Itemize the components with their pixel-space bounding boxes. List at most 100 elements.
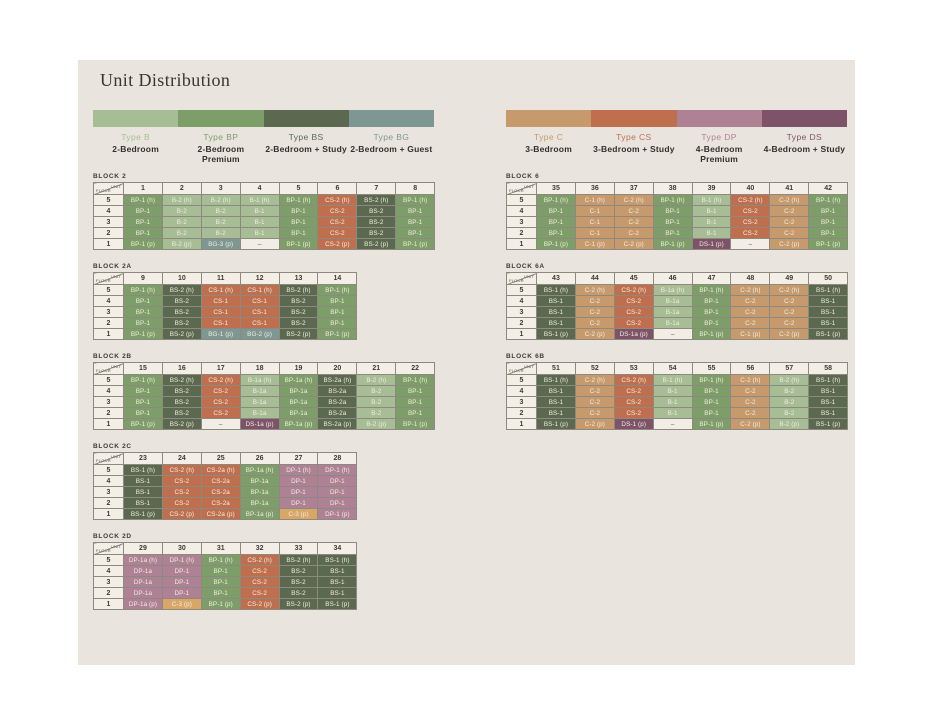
unit-cell: BP-1 (395, 385, 436, 397)
unit-number: 41 (769, 182, 810, 195)
unit-cell: BS-1 (536, 407, 576, 419)
unit-cell: DP-1 (h) (317, 464, 358, 476)
unit-cell: DS-1a (p) (613, 328, 654, 340)
legend-item-bg: Type BG 2-Bedroom + Guest (349, 127, 434, 164)
block-title: BLOCK 2C (93, 443, 132, 450)
floor-number: 2 (93, 227, 124, 239)
unit-cell: DS-1a (p) (239, 418, 280, 430)
unit-cell: BP-1a (p) (278, 418, 319, 430)
unit-table: UNIT FLOOR 1 2 3 4 5 6 7 8 5 BP-1 (h) B-2 (h) B-2 (h)… (93, 182, 436, 250)
unit-floor-corner: UNIT FLOOR (93, 182, 124, 195)
unit-cell: BP-1 (278, 205, 319, 217)
corner-unit-label: UNIT (110, 274, 121, 279)
unit-cell: CS-1 (239, 317, 280, 329)
unit-cell: BP-1 (p) (123, 328, 163, 340)
unit-cell: BP-1 (p) (200, 598, 241, 610)
unit-cell: BP-1 (691, 317, 732, 329)
unit-table: UNIT FLOOR 35 36 37 38 39 40 41 42 5 BP-1 (h) C-1 (h… (506, 182, 849, 250)
unit-number: 2 (161, 182, 202, 195)
unit-cell: BP-1 (808, 205, 849, 217)
unit-cell: BS-1 (p) (123, 508, 163, 520)
legend-swatch-bp (178, 110, 264, 127)
unit-table: UNIT FLOOR 15 16 17 18 19 20 21 22 5 BP-1 (h) BS-2 (… (93, 362, 436, 430)
unit-cell: BP-1 (395, 407, 436, 419)
unit-number: 24 (161, 452, 202, 465)
unit-cell: BP-1 (652, 227, 693, 239)
unit-number: 14 (317, 272, 358, 285)
unit-cell: B-2 (p) (769, 418, 810, 430)
unit-cell: BP-1 (395, 205, 436, 217)
unit-cell: BS-2 (h) (161, 374, 202, 386)
unit-cell: DP-1 (h) (161, 554, 202, 566)
corner-floor-label: FLOOR (509, 188, 524, 193)
unit-number: 28 (317, 452, 358, 465)
unit-cell: B-1 (h) (239, 194, 280, 206)
unit-cell: BP-1 (h) (123, 194, 163, 206)
unit-cell: CS-2a (200, 486, 241, 498)
legend-item-b: Type B 2-Bedroom (93, 127, 178, 164)
unit-cell: BG-1 (p) (200, 328, 241, 340)
unit-number: 30 (161, 542, 202, 555)
unit-cell: BS-1 (536, 295, 576, 307)
unit-cell: CS-2 (730, 227, 771, 239)
unit-cell: CS-2 (h) (613, 284, 654, 296)
unit-cell: CS-2 (200, 385, 241, 397)
unit-cell: B-2 (p) (161, 238, 202, 250)
unit-floor-corner: UNIT FLOOR (506, 272, 537, 285)
unit-cell: BS-1 (123, 497, 163, 509)
unit-cell: BS-2 (278, 317, 319, 329)
unit-cell: BP-1 (200, 565, 241, 577)
unit-number: 3 (200, 182, 241, 195)
unit-number: 18 (239, 362, 280, 375)
floor-number: 2 (93, 317, 124, 329)
unit-cell: C-2 (p) (574, 328, 615, 340)
unit-cell: DP-1a (p) (123, 598, 163, 610)
unit-floor-corner: UNIT FLOOR (93, 542, 124, 555)
legend-left: Type B 2-Bedroom Type BP 2-Bedroom Premium T… (93, 110, 434, 164)
block-title: BLOCK 2A (93, 263, 132, 270)
unit-cell: C-2 (574, 317, 615, 329)
unit-cell: C-2 (769, 205, 810, 217)
unit-number: 49 (769, 272, 810, 285)
unit-cell: – (200, 418, 241, 430)
unit-number: 51 (536, 362, 576, 375)
unit-cell: BS-2 (161, 407, 202, 419)
unit-cell: C-1 (574, 227, 615, 239)
unit-cell: DP-1 (278, 475, 319, 487)
unit-cell: CS-2 (613, 407, 654, 419)
unit-cell: BS-1 (808, 295, 849, 307)
unit-floor-corner: UNIT FLOOR (506, 362, 537, 375)
legend-item-cs: Type CS 3-Bedroom + Study (591, 127, 676, 164)
unit-cell: BP-1a (h) (278, 374, 319, 386)
legend-type-label: Type C (533, 132, 564, 142)
unit-cell: BP-1 (h) (691, 284, 732, 296)
unit-cell: C-2 (769, 295, 810, 307)
unit-cell: BS-2a (317, 385, 358, 397)
unit-cell: CS-2 (613, 396, 654, 408)
unit-cell: BS-1 (317, 565, 358, 577)
unit-number: 7 (356, 182, 397, 195)
floor-number: 1 (506, 328, 537, 340)
unit-cell: CS-2 (161, 486, 202, 498)
unit-number: 19 (278, 362, 319, 375)
unit-cell: BP-1 (123, 216, 163, 228)
unit-cell: CS-2 (730, 216, 771, 228)
unit-number: 17 (200, 362, 241, 375)
unit-cell: BS-1 (536, 306, 576, 318)
unit-cell: C-2 (p) (613, 238, 654, 250)
unit-cell: CS-1 (200, 295, 241, 307)
unit-cell: B-1a (652, 306, 693, 318)
unit-cell: BP-1 (123, 205, 163, 217)
unit-cell: C-1 (p) (574, 238, 615, 250)
unit-cell: BP-1 (200, 576, 241, 588)
unit-cell: BP-1a (278, 396, 319, 408)
unit-cell: C-2 (h) (730, 374, 771, 386)
floor-number: 5 (506, 194, 537, 206)
unit-cell: CS-2 (p) (239, 598, 280, 610)
unit-cell: BS-2 (278, 295, 319, 307)
unit-cell: BS-2a (h) (317, 374, 358, 386)
unit-cell: BS-1 (h) (536, 374, 576, 386)
floor-number: 4 (93, 385, 124, 397)
unit-number: 16 (161, 362, 202, 375)
unit-cell: CS-2 (h) (317, 194, 358, 206)
